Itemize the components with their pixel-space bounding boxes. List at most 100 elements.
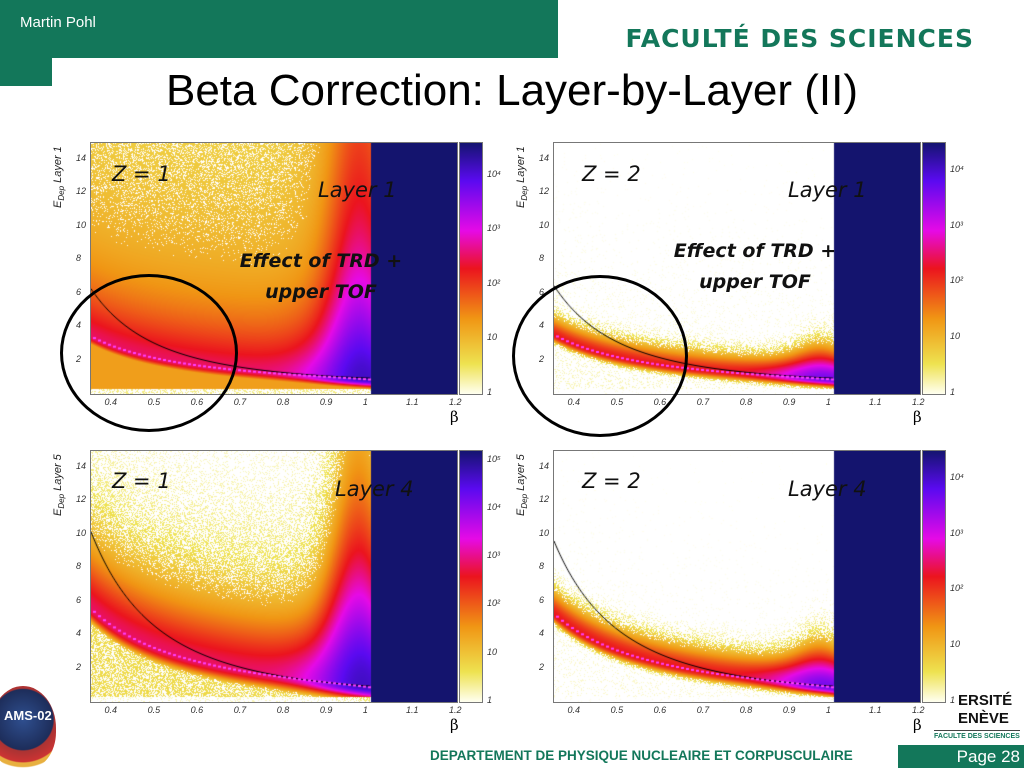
charge-label: Z = 1	[112, 469, 171, 493]
x-tick-label: 0.9	[783, 705, 796, 715]
x-tick-label: 0.7	[697, 397, 710, 407]
x-axis-title: β	[913, 716, 922, 734]
y-axis-title: EDep Layer 5	[515, 454, 529, 516]
x-tick-label: 1.2	[449, 397, 462, 407]
unige-line2: ENÈVE	[958, 710, 1012, 728]
unige-line1: ERSITÉ	[958, 692, 1012, 710]
x-tick-label: 0.4	[105, 705, 118, 715]
y-tick-label: 8	[76, 561, 81, 571]
x-tick-label: 1.2	[912, 705, 925, 715]
x-tick-label: 0.4	[568, 705, 581, 715]
colorbar-tick-label: 10⁴	[487, 502, 501, 512]
x-axis-title: β	[450, 408, 459, 426]
y-tick-label: 10	[76, 220, 86, 230]
y-tick-label: 6	[539, 595, 544, 605]
x-axis-title: β	[450, 716, 459, 734]
x-tick-label: 1	[826, 397, 831, 407]
x-tick-label: 1.1	[869, 705, 882, 715]
x-tick-label: 0.8	[740, 397, 753, 407]
colorbar-tick-label: 1	[950, 387, 955, 397]
colorbar-tick-label: 10	[487, 647, 497, 657]
x-tick-label: 0.8	[277, 705, 290, 715]
y-axis-title: EDep Layer 1	[515, 146, 529, 208]
unige-logo: ERSITÉ ENÈVE	[958, 692, 1012, 728]
colorbar-tick-label: 10	[487, 332, 497, 342]
x-tick-label: 1.1	[406, 397, 419, 407]
colorbar-tick-label: 10³	[487, 223, 500, 233]
highlight-circle	[512, 275, 688, 437]
y-axis-title: EDep Layer 1	[52, 146, 66, 208]
colorbar-tick-label: 10²	[950, 583, 963, 593]
x-tick-label: 0.7	[697, 705, 710, 715]
x-tick-label: 1.2	[912, 397, 925, 407]
y-tick-label: 8	[539, 253, 544, 263]
x-tick-label: 1.2	[449, 705, 462, 715]
colorbar-top-right	[922, 142, 946, 395]
department-footer: DEPARTEMENT DE PHYSIQUE NUCLEAIRE ET COR…	[430, 748, 853, 763]
x-tick-label: 0.7	[234, 397, 247, 407]
x-tick-label: 0.7	[234, 705, 247, 715]
colorbar-bottom-right	[922, 450, 946, 703]
highlight-circle	[60, 274, 238, 432]
colorbar-tick-label: 10⁴	[950, 164, 964, 174]
header-bar: Martin Pohl	[0, 0, 558, 58]
x-tick-label: 0.5	[148, 705, 161, 715]
annotation-line: Effect of TRD +	[196, 246, 446, 277]
layer-label: Layer 4	[788, 477, 867, 501]
layer-label: Layer 4	[335, 477, 414, 501]
x-tick-label: 0.6	[654, 705, 667, 715]
colorbar-tick-label: 10³	[950, 220, 963, 230]
colorbar-tick-label: 10²	[487, 598, 500, 608]
x-axis-title: β	[913, 408, 922, 426]
y-tick-label: 4	[76, 628, 81, 638]
y-tick-label: 6	[76, 595, 81, 605]
ams-logo	[0, 686, 56, 770]
colorbar-tick-label: 10³	[950, 528, 963, 538]
colorbar-top-left	[459, 142, 483, 395]
x-tick-label: 0.5	[611, 705, 624, 715]
page-number: Page 28	[957, 747, 1020, 767]
x-tick-label: 0.9	[783, 397, 796, 407]
x-tick-label: 0.8	[277, 397, 290, 407]
y-tick-label: 2	[76, 662, 81, 672]
y-axis-title: EDep Layer 5	[52, 454, 66, 516]
unige-sub: FACULTE DES SCIENCES	[934, 730, 1020, 740]
y-tick-label: 10	[76, 528, 86, 538]
faculty-logo: FACULTÉ DES SCIENCES	[626, 24, 974, 53]
annotation-line: Effect of TRD +	[630, 236, 880, 267]
annotation: Effect of TRD + upper TOF	[196, 246, 446, 308]
annotation-line: upper TOF	[630, 267, 880, 298]
x-tick-label: 0.9	[320, 397, 333, 407]
colorbar-tick-label: 1	[950, 695, 955, 705]
y-tick-label: 10	[539, 220, 549, 230]
x-tick-label: 1	[826, 705, 831, 715]
layer-label: Layer 1	[788, 178, 867, 202]
colorbar-tick-label: 10²	[950, 275, 963, 285]
y-tick-label: 12	[539, 186, 549, 196]
slide-title: Beta Correction: Layer-by-Layer (II)	[0, 66, 1024, 116]
colorbar-tick-label: 10³	[487, 550, 500, 560]
x-tick-label: 1.1	[869, 397, 882, 407]
y-tick-label: 10	[539, 528, 549, 538]
y-tick-label: 4	[539, 628, 544, 638]
y-tick-label: 8	[76, 253, 81, 263]
y-tick-label: 6	[76, 287, 81, 297]
x-tick-label: 1	[363, 397, 368, 407]
annotation: Effect of TRD + upper TOF	[630, 236, 880, 298]
x-tick-label: 1	[363, 705, 368, 715]
charge-label: Z = 2	[582, 469, 641, 493]
colorbar-tick-label: 10²	[487, 278, 500, 288]
colorbar-tick-label: 10⁵	[487, 454, 501, 464]
charge-label: Z = 1	[112, 162, 171, 186]
charge-label: Z = 2	[582, 162, 641, 186]
layer-label: Layer 1	[318, 178, 397, 202]
y-tick-label: 14	[76, 153, 86, 163]
author: Martin Pohl	[20, 14, 96, 31]
colorbar-tick-label: 10⁴	[487, 169, 501, 179]
y-tick-label: 12	[539, 494, 549, 504]
x-tick-label: 1.1	[406, 705, 419, 715]
page-number-box: Page 28	[898, 745, 1024, 768]
y-tick-label: 14	[539, 461, 549, 471]
ams-logo-text: AMS-02	[4, 708, 52, 723]
x-tick-label: 0.9	[320, 705, 333, 715]
